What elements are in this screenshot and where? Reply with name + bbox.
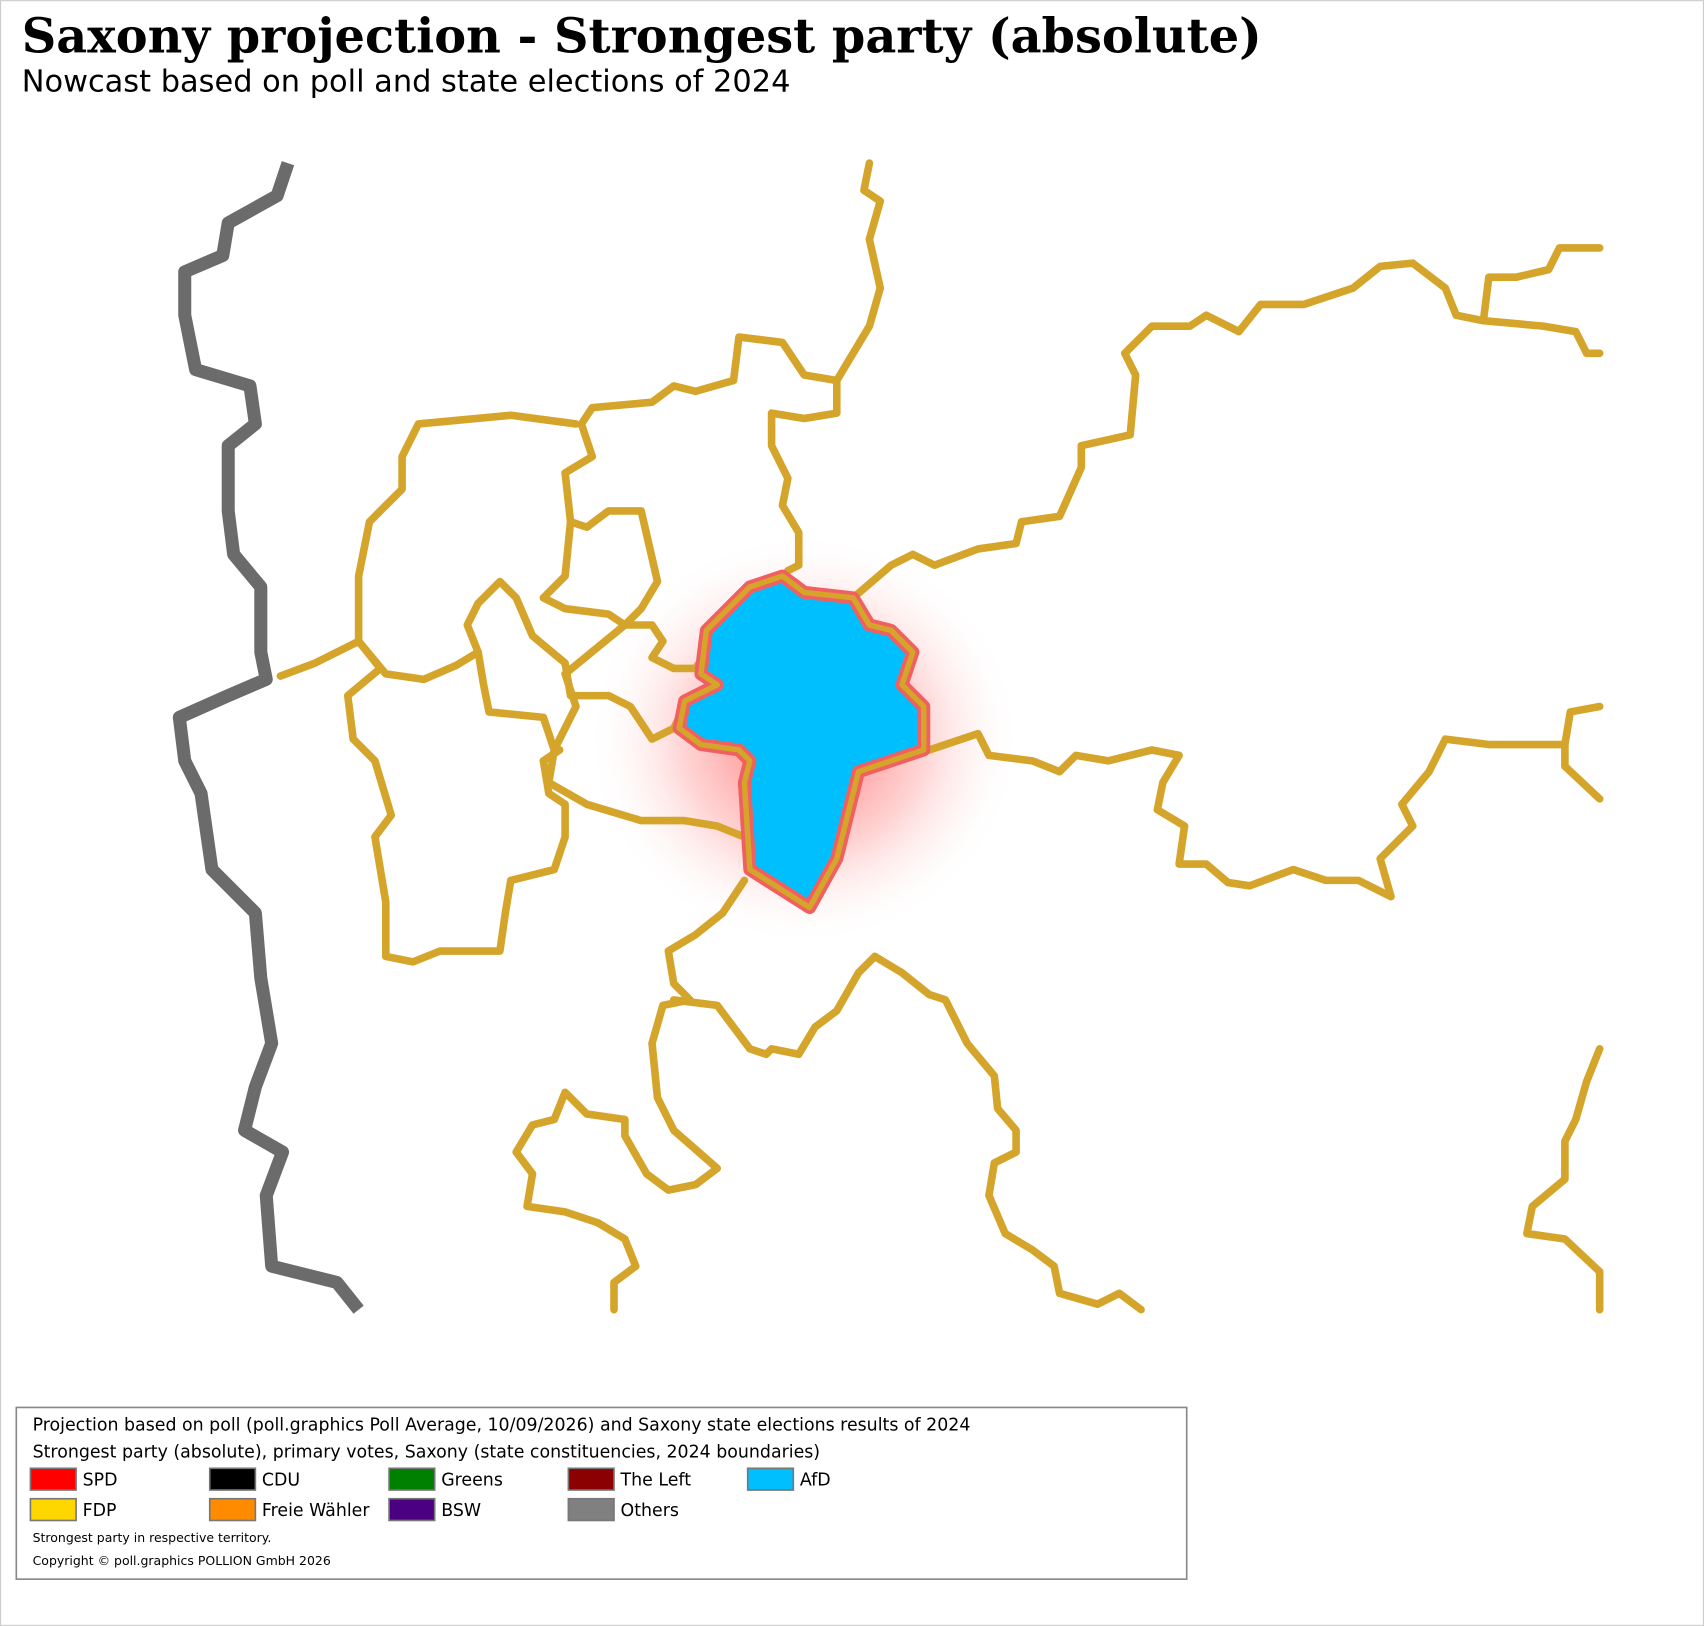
legend-label: CDU — [262, 1471, 300, 1491]
legend-swatch — [567, 1497, 615, 1522]
legend-label: BSW — [441, 1501, 481, 1521]
title: Saxony projection - Strongest party (abs… — [22, 8, 1262, 64]
legend-label: Others — [621, 1501, 679, 1521]
legend-swatch — [567, 1467, 615, 1491]
legend-swatch — [746, 1467, 795, 1491]
subtitle: Nowcast based on poll and state election… — [22, 64, 791, 99]
legend-label: The Left — [620, 1471, 692, 1491]
legend-swatch — [29, 1467, 77, 1491]
legend-label: Freie Wähler — [262, 1501, 370, 1521]
legend-heading: Projection based on poll (poll.graphics … — [33, 1415, 971, 1435]
legend-label: Greens — [441, 1471, 503, 1491]
legend-swatch — [208, 1497, 257, 1522]
afd-inner-border — [676, 573, 927, 911]
legend: Projection based on poll (poll.graphics … — [15, 1406, 1188, 1580]
legend-swatch — [208, 1467, 257, 1491]
legend-box — [15, 1406, 1188, 1580]
legend-swatch — [388, 1497, 436, 1522]
legend-label: SPD — [83, 1471, 118, 1491]
legend-note: Strongest party in respective territory. — [33, 1530, 272, 1545]
constituency-borders — [276, 159, 1604, 1314]
legend-label: AfD — [800, 1471, 831, 1491]
map — [172, 159, 1604, 1314]
legend-swatch — [388, 1467, 436, 1491]
legend-note: Copyright © poll.graphics POLLION GmbH 2… — [33, 1553, 331, 1568]
legend-swatch — [29, 1497, 77, 1522]
state-border — [172, 161, 364, 1314]
legend-label: FDP — [83, 1501, 117, 1521]
legend-heading: Strongest party (absolute), primary vote… — [33, 1442, 821, 1462]
